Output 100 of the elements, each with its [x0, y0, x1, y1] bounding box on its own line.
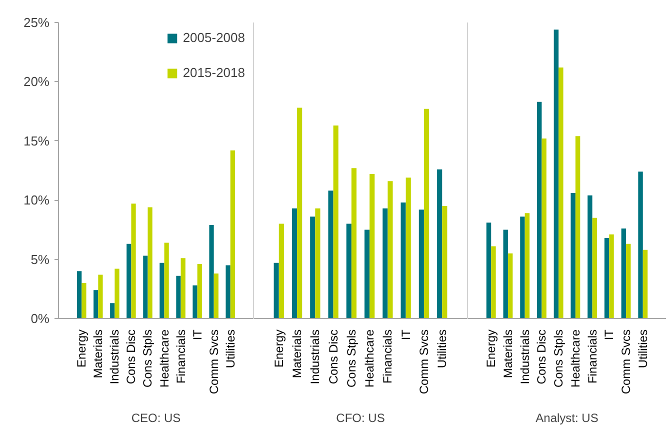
- x-tick-label: Cons Stpls: [344, 329, 358, 388]
- bar: [209, 224, 214, 318]
- bar: [110, 303, 115, 318]
- bar: [638, 172, 643, 318]
- bar: [437, 169, 442, 318]
- bar: [524, 213, 530, 318]
- bar: [192, 285, 198, 318]
- bar: [114, 268, 120, 318]
- x-tick-label: Financials: [585, 329, 600, 384]
- bar: [554, 30, 559, 318]
- bar: [486, 222, 492, 318]
- bar: [98, 274, 103, 318]
- x-tick-label: Cons Disc: [534, 329, 549, 384]
- bar: [315, 208, 320, 318]
- bar: [570, 192, 576, 318]
- bar: [491, 246, 496, 318]
- bar: [388, 181, 393, 318]
- x-tick-label: IT: [398, 328, 413, 340]
- x-tick-label: Materials: [91, 329, 106, 378]
- bar: [558, 67, 564, 318]
- bar: [382, 208, 388, 318]
- bar: [197, 264, 202, 318]
- bar: [400, 202, 406, 318]
- y-tick-label: 15%: [23, 133, 50, 148]
- x-tick-label: Materials: [500, 329, 515, 378]
- x-axis-title: CFO: US: [336, 411, 385, 426]
- bar: [542, 138, 546, 318]
- bar: [230, 150, 235, 318]
- x-axis-title: CEO: US: [131, 411, 181, 426]
- y-tick-label: 5%: [30, 252, 50, 267]
- x-tick-label: Healthcare: [157, 329, 172, 388]
- y-tick-label: 10%: [23, 192, 50, 208]
- bar: [592, 218, 598, 318]
- bar: [604, 238, 610, 318]
- x-tick-label: Utilities: [636, 330, 650, 368]
- x-tick-label: Industrials: [308, 329, 322, 384]
- bar: [370, 174, 375, 318]
- bar: [575, 136, 580, 318]
- y-tick-label: 0%: [30, 311, 50, 326]
- x-tick-label: IT: [602, 328, 616, 340]
- bar: [406, 178, 411, 318]
- bar: [424, 108, 430, 318]
- x-tick-label: Cons Stpls: [552, 329, 566, 388]
- x-tick-label: Energy: [484, 329, 498, 368]
- bar: [82, 282, 86, 318]
- bar: [442, 206, 448, 318]
- bar: [626, 244, 631, 318]
- bar: [126, 244, 132, 318]
- x-tick-label: Comm Svcs: [416, 330, 431, 394]
- bar: [164, 242, 169, 318]
- x-tick-label: Comm Svcs: [206, 330, 221, 394]
- bar: [214, 274, 218, 318]
- x-tick-label: IT: [190, 328, 204, 340]
- bar: [621, 228, 626, 318]
- bar: [143, 256, 148, 318]
- bar: [520, 216, 525, 318]
- bar: [642, 250, 648, 318]
- bar: [346, 224, 352, 318]
- x-tick-label: Energy: [74, 329, 89, 368]
- x-tick-label: Industrials: [518, 329, 532, 384]
- bar: [226, 265, 230, 318]
- x-tick-label: Industrials: [108, 329, 122, 384]
- bar: [94, 290, 98, 318]
- x-tick-label: Energy: [272, 329, 286, 368]
- x-tick-label: Financials: [380, 329, 395, 384]
- bar: [333, 126, 338, 318]
- bar: [292, 208, 298, 318]
- legend-label: 2005-2008: [182, 30, 245, 45]
- bar: [588, 195, 592, 318]
- x-tick-label: Cons Disc: [124, 329, 138, 384]
- bar: [278, 224, 284, 318]
- legend-label: 2015-2018: [182, 65, 245, 80]
- x-axis-title: Analyst: US: [536, 411, 598, 426]
- bar: [148, 207, 152, 318]
- bar: [131, 204, 136, 318]
- bar: [176, 276, 181, 318]
- x-tick-label: Cons Disc: [326, 329, 340, 384]
- bar: [351, 168, 357, 318]
- x-tick-label: Healthcare: [362, 329, 377, 388]
- x-tick-label: Materials: [290, 329, 304, 378]
- bar: [77, 271, 82, 318]
- bar: [297, 108, 302, 318]
- bar: [328, 190, 334, 318]
- bar: [503, 230, 508, 318]
- y-tick-label: 25%: [23, 15, 50, 30]
- bar: [310, 216, 316, 318]
- x-tick-label: Financials: [174, 329, 188, 384]
- bar: [180, 258, 186, 318]
- bar: [609, 234, 614, 318]
- bar: [536, 102, 542, 318]
- x-tick-label: Comm Svcs: [619, 330, 634, 394]
- x-tick-label: Cons Stpls: [140, 329, 155, 388]
- x-tick-label: Healthcare: [568, 329, 582, 388]
- y-tick-label: 20%: [23, 74, 50, 90]
- bar: [418, 210, 424, 318]
- bar: [274, 262, 279, 318]
- x-tick-label: Utilities: [223, 330, 238, 368]
- x-tick-label: Utilities: [435, 330, 450, 368]
- bar: [160, 262, 164, 318]
- bar: [508, 253, 513, 318]
